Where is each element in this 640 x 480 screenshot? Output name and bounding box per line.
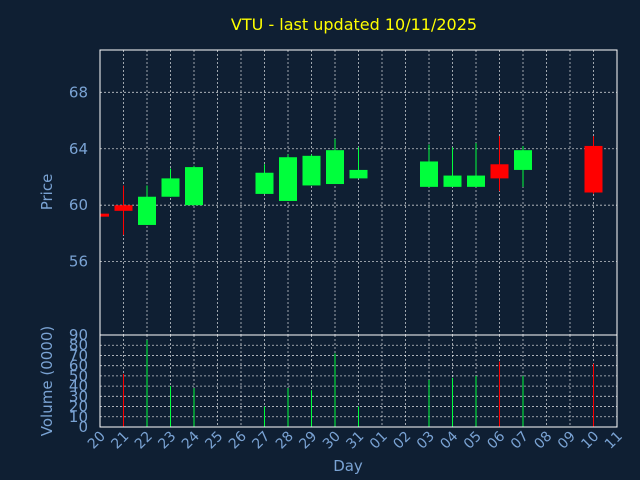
- volume-panel-frame: [99, 334, 618, 428]
- volume-tick-label: 40: [69, 377, 88, 395]
- x-tick-label: 01: [367, 429, 391, 453]
- candle-body: [114, 205, 133, 211]
- x-tick-label: 25: [202, 429, 226, 453]
- candle-body: [514, 150, 532, 170]
- x-tick-label: 11: [602, 429, 626, 453]
- candle-body: [490, 164, 509, 179]
- price-tick-label: 68: [69, 83, 88, 101]
- candle-body: [138, 196, 156, 225]
- volume-tick-label: 90: [69, 326, 88, 344]
- candle-body: [255, 172, 274, 194]
- x-tick-label: 04: [437, 428, 461, 452]
- x-tick-label: 24: [179, 428, 203, 452]
- x-tick-label: 03: [414, 429, 438, 453]
- x-tick-label: 07: [508, 429, 532, 453]
- x-tick-label: 28: [273, 429, 297, 453]
- x-axis-label: Day: [333, 457, 363, 475]
- price-tick-label: 56: [69, 253, 88, 271]
- volume-tick-label: 80: [69, 336, 88, 354]
- candle-body: [326, 150, 344, 185]
- x-tick-label: 23: [155, 429, 179, 453]
- volume-tick-label: 60: [69, 357, 88, 375]
- x-tick-label: 20: [85, 429, 109, 453]
- volume-tick-label: 70: [69, 346, 88, 364]
- candle-body: [279, 157, 297, 201]
- x-tick-label: 06: [484, 428, 508, 452]
- volume-tick-label: 20: [69, 398, 88, 416]
- x-tick-label: 26: [226, 428, 250, 452]
- candle-body: [100, 213, 109, 217]
- x-tick-label: 21: [108, 429, 132, 453]
- x-tick-label: 31: [343, 429, 367, 453]
- candle-body: [349, 169, 368, 179]
- volume-axis-label: Volume (0000): [38, 326, 56, 436]
- x-tick-label: 02: [390, 429, 414, 453]
- x-tick-label: 09: [555, 429, 579, 453]
- volume-tick-label: 10: [69, 408, 88, 426]
- volume-tick-label: 30: [69, 387, 88, 405]
- volume-tick-label: 50: [69, 367, 88, 385]
- candle-body: [302, 155, 321, 186]
- chart-title: VTU - last updated 10/11/2025: [231, 15, 477, 34]
- x-tick-label: 22: [132, 429, 156, 453]
- volume-bars: [123, 340, 594, 427]
- tick-labels: 20 21 22 23 24 25 26 27 28 29 30 31 01 02 03 04 05 06 07 08…: [69, 83, 626, 452]
- x-tick-label: 27: [249, 429, 273, 453]
- x-tick-label: 10: [578, 429, 602, 453]
- candle-body: [161, 178, 180, 197]
- x-tick-label: 30: [320, 429, 344, 453]
- price-grid: [100, 50, 617, 335]
- x-tick-label: 05: [461, 429, 485, 453]
- candle-body: [420, 161, 438, 187]
- candle-body: [467, 175, 485, 187]
- volume-tick-label: 0: [78, 418, 88, 436]
- price-tick-label: 60: [69, 196, 88, 214]
- x-tick-label: 08: [531, 429, 555, 453]
- price-tick-label: 64: [69, 140, 88, 158]
- x-tick-label: 29: [296, 429, 320, 453]
- price-axis-label: Price: [38, 174, 56, 211]
- candle-body: [185, 167, 203, 206]
- candle-body: [443, 175, 462, 187]
- candle-body: [584, 145, 603, 193]
- price-candles: [99, 136, 603, 235]
